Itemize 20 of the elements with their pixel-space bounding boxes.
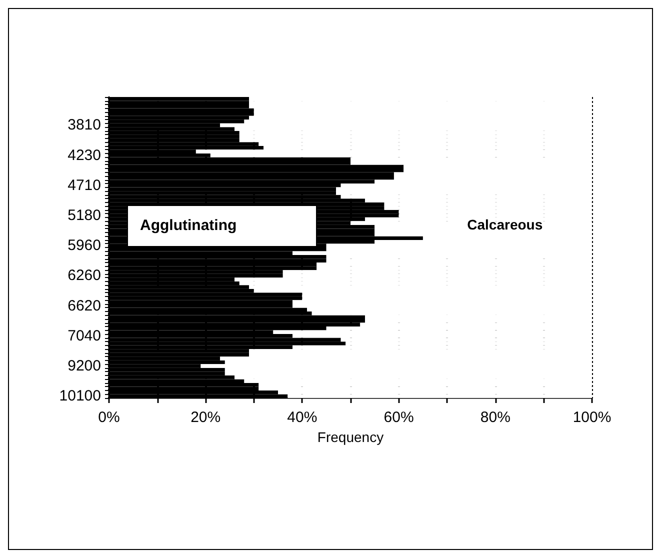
y-tick-label: 6260 [68,267,101,284]
y-tick-label: 3810 [68,116,101,134]
x-tick-label: 0% [98,409,120,426]
y-tick-label: 6620 [68,297,101,314]
y-tick-label: 4710 [68,176,101,194]
x-tick-label: 20% [190,409,221,426]
y-tick-label: 5180 [68,207,101,224]
y-tick-label: 7040 [68,327,101,344]
x-tick-label: 80% [480,409,510,426]
label-box: Agglutinating [127,205,317,248]
x-tick-label: 40% [287,409,318,426]
y-tick-label: 9200 [68,358,101,375]
series-label: Agglutinating [140,217,237,234]
series-label: Calcareous [467,216,543,232]
x-tick-label: 100% [572,409,612,426]
x-axis-title: Frequency [317,428,384,445]
y-tick-label: 5960 [68,237,101,254]
y-tick-label: 4230 [68,146,101,164]
x-tick-label: 60% [384,409,414,426]
y-tick-label: 10100 [59,388,101,405]
